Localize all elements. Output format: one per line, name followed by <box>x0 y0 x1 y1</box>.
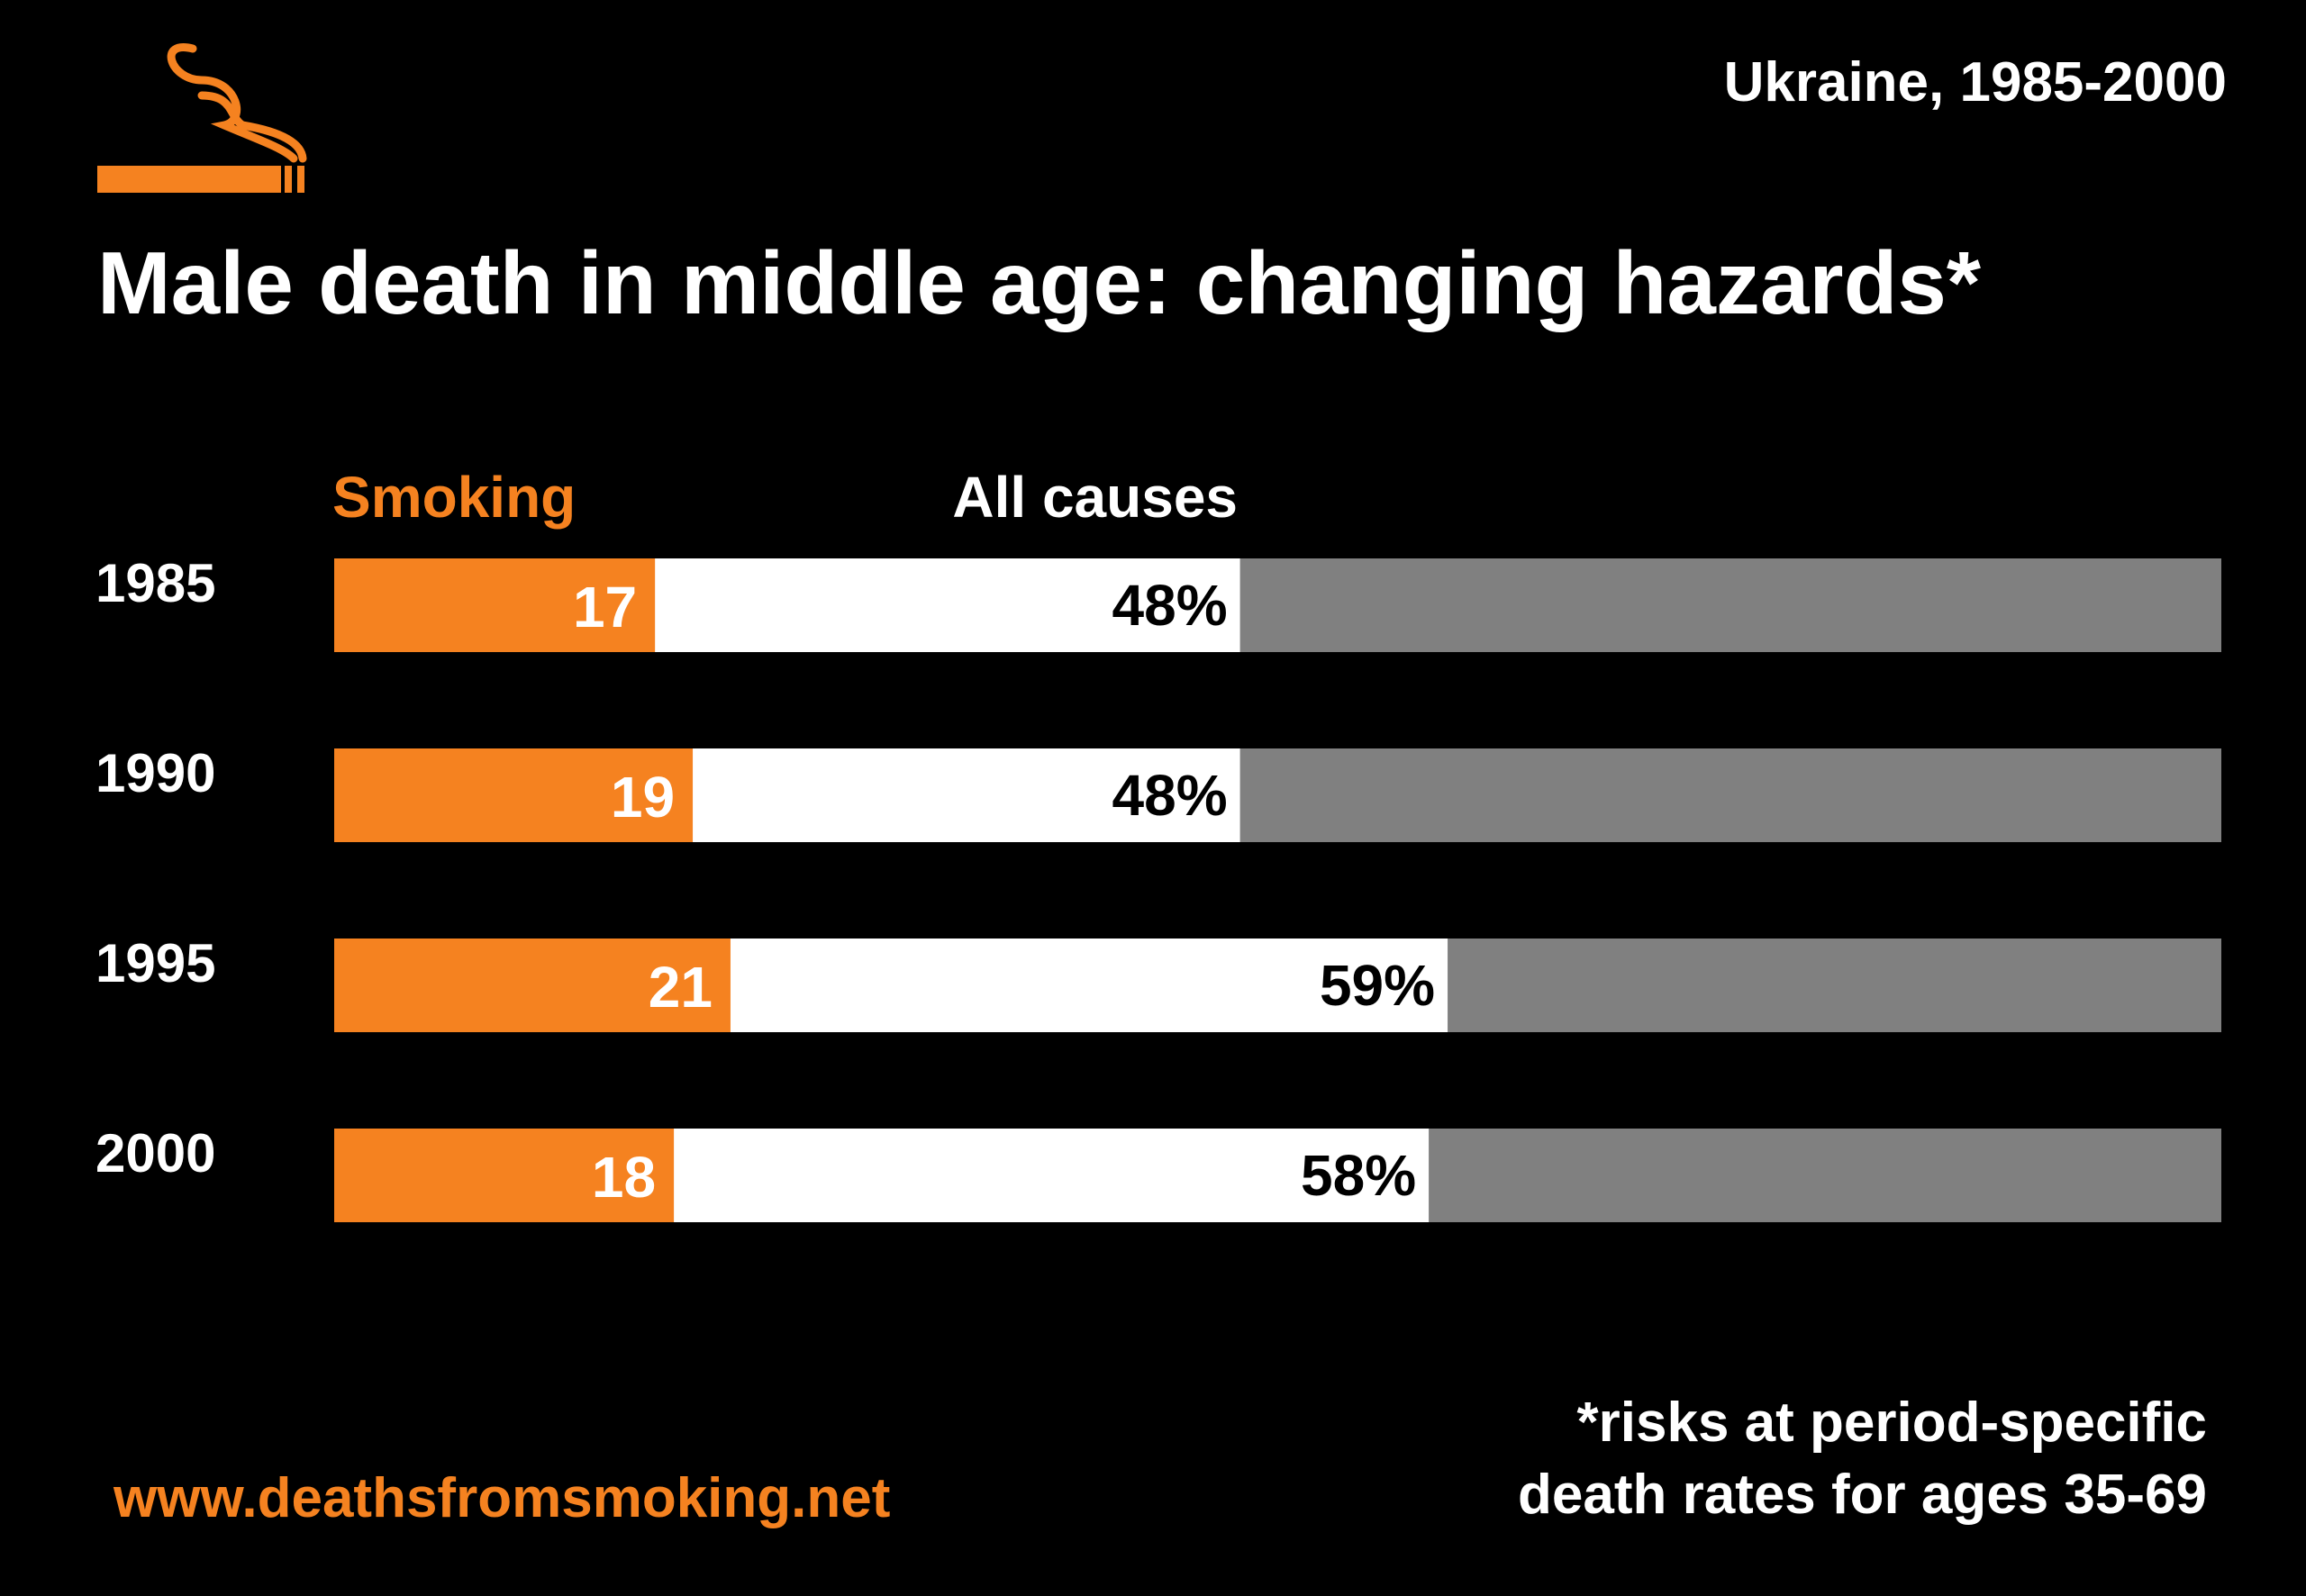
value-label-smoking-1990: 19 <box>611 765 675 830</box>
value-label-all-causes-1985: 48% <box>1112 573 1228 638</box>
year-label-1995: 1995 <box>95 933 215 993</box>
year-label-1985: 1985 <box>95 553 215 613</box>
bar-smoking-1995 <box>334 939 731 1032</box>
value-label-all-causes-1990: 48% <box>1112 763 1228 828</box>
chart-subtitle: Ukraine, 1985-2000 <box>1723 51 2227 113</box>
bar-smoking-2000 <box>334 1129 675 1222</box>
bar-smoking-1985 <box>334 558 656 652</box>
value-label-smoking-2000: 18 <box>592 1145 656 1210</box>
chart-title: Male death in middle age: changing hazar… <box>97 233 1982 332</box>
value-label-all-causes-2000: 58% <box>1301 1143 1416 1208</box>
footnote-line-2: death rates for ages 35-69 <box>1517 1464 2207 1526</box>
cigarette-icon <box>97 43 307 193</box>
bar-smoking-1990 <box>334 748 694 842</box>
year-label-2000: 2000 <box>95 1123 215 1183</box>
website-link[interactable]: www.deathsfromsmoking.net <box>113 1467 891 1529</box>
footnote-line-1: *risks at period-specific <box>1576 1392 2208 1454</box>
legend-all-causes: All causes <box>952 465 1238 530</box>
value-label-all-causes-1995: 59% <box>1320 953 1435 1018</box>
legend-smoking: Smoking <box>332 465 576 530</box>
year-label-1990: 1990 <box>95 743 215 803</box>
value-label-smoking-1995: 21 <box>649 955 713 1020</box>
footnote: *risks at period-specific death rates fo… <box>1518 1387 2207 1531</box>
value-label-smoking-1985: 17 <box>573 575 637 639</box>
